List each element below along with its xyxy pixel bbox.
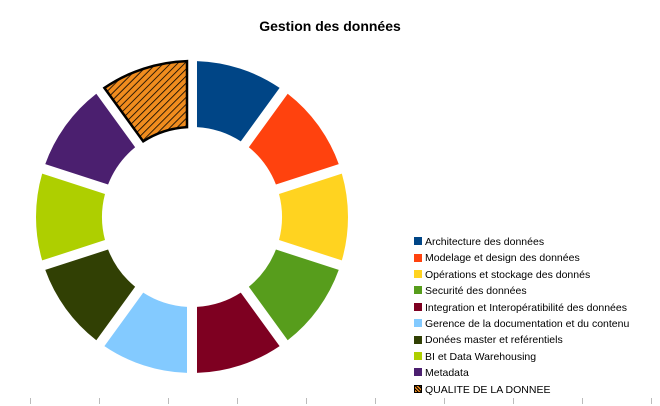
donut-slice	[104, 292, 188, 373]
axis-tick	[651, 398, 652, 404]
axis-tick	[513, 398, 514, 404]
donut-slice	[248, 93, 339, 185]
axis-tick	[306, 398, 307, 404]
legend-label: Gerence de la documentation et du conten…	[425, 317, 630, 330]
donut-slice	[102, 59, 189, 144]
legend-item: Donées master et reférentiels	[414, 332, 629, 348]
axis-tick	[582, 398, 583, 404]
legend-swatch	[414, 270, 422, 278]
legend-swatch	[414, 253, 422, 262]
legend-item: QUALITE DE LA DONNEE	[414, 382, 629, 398]
legend-label: QUALITE DE LA DONNEE	[425, 383, 551, 396]
donut-slice	[279, 173, 349, 261]
donut-slice	[248, 249, 339, 341]
chart-title: Gestion des données	[259, 18, 401, 34]
legend-item: Securité des données	[414, 283, 629, 299]
legend-swatch	[414, 351, 422, 360]
legend-swatch	[414, 384, 422, 393]
legend-swatch	[414, 335, 422, 344]
legend-swatch	[414, 286, 422, 295]
legend-label: BI et Data Warehousing	[425, 350, 537, 363]
legend-swatch	[414, 368, 422, 377]
donut-slice	[45, 93, 136, 185]
axis-tick	[99, 398, 100, 404]
legend-label: Donées master et reférentiels	[425, 334, 563, 347]
legend: Architecture des données Modelage et desi…	[414, 234, 629, 398]
legend-item: Modelage et design des données	[414, 250, 629, 266]
legend-label: Metadata	[425, 367, 469, 380]
donut-slice	[35, 173, 105, 261]
axis-tick	[444, 398, 445, 404]
legend-item: BI et Data Warehousing	[414, 349, 629, 365]
legend-item: Architecture des données	[414, 234, 629, 250]
axis-tick	[237, 398, 238, 404]
donut-slice	[196, 292, 280, 373]
legend-item: Gerence de la documentation et du conten…	[414, 316, 629, 332]
axis-ticks	[0, 398, 660, 406]
legend-item: Integration et Interopératibilité des do…	[414, 300, 629, 316]
axis-tick	[375, 398, 376, 404]
legend-swatch	[414, 237, 422, 246]
legend-item: Metadata	[414, 365, 629, 381]
axis-tick	[168, 398, 169, 404]
legend-label: Architecture des données	[425, 236, 545, 248]
legend-swatch	[414, 319, 422, 328]
legend-swatch	[414, 302, 422, 311]
legend-label: Opérations et stockage des donnés	[425, 268, 591, 281]
legend-label: Modelage et design des données	[425, 252, 580, 265]
legend-label: Securité des données	[425, 285, 527, 298]
donut-slice	[196, 61, 280, 142]
legend-label: Integration et Interopératibilité des do…	[425, 301, 627, 314]
donut-slice	[45, 249, 136, 341]
axis-tick	[30, 398, 31, 404]
legend-item: Opérations et stockage des donnés	[414, 267, 629, 283]
